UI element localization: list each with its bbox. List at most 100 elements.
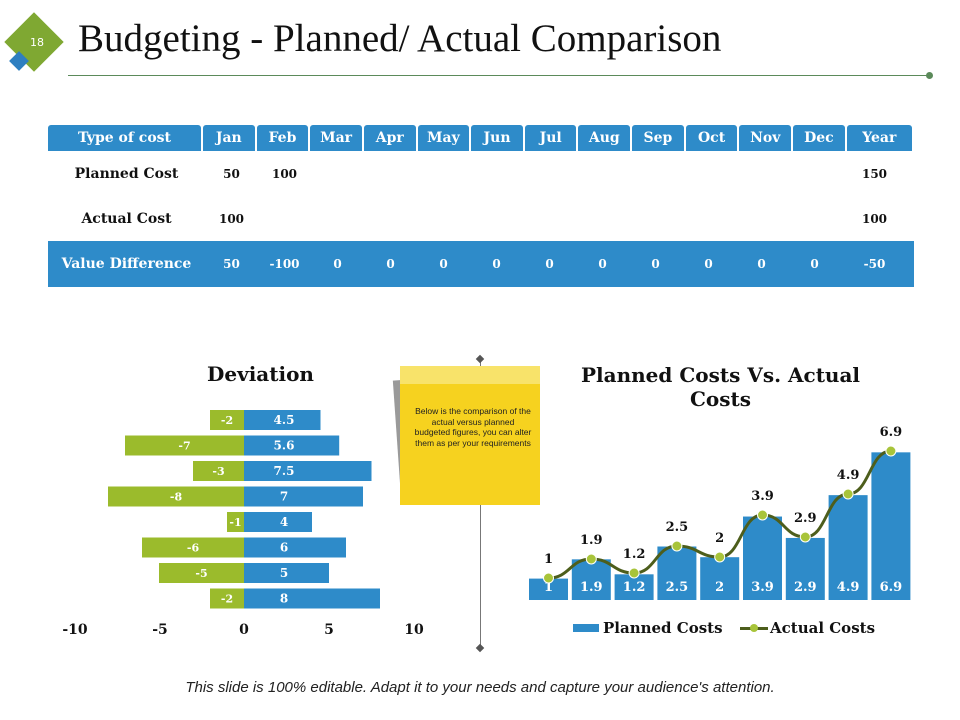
table-cell: 100 bbox=[218, 211, 245, 226]
deviation-label-positive: 4 bbox=[280, 515, 288, 529]
table-cell: -100 bbox=[269, 257, 300, 271]
col-header: Jun bbox=[471, 125, 523, 151]
x-tick: 10 bbox=[404, 622, 424, 638]
table-row-difference: Value Difference 50 -100 0 0 0 0 0 0 0 0… bbox=[48, 241, 914, 287]
deviation-label-negative: -2 bbox=[221, 593, 233, 606]
note-text: Below is the comparison of the actual ve… bbox=[414, 406, 532, 448]
actual-point-label: 2.9 bbox=[794, 511, 817, 526]
actual-point-label: 1.9 bbox=[580, 533, 603, 548]
deviation-label-positive: 5.6 bbox=[274, 439, 295, 453]
table-cell: 50 bbox=[223, 257, 240, 271]
sticky-note-tape bbox=[400, 366, 540, 384]
table-cell: 0 bbox=[439, 257, 448, 271]
pvac-title: Planned Costs Vs. Actual Costs bbox=[580, 363, 861, 411]
col-header: Apr bbox=[363, 125, 416, 151]
table-row-actual: Actual Cost 100 100 bbox=[48, 196, 914, 241]
actual-point bbox=[585, 553, 597, 565]
deviation-bar-positive bbox=[244, 588, 380, 609]
page-title: Budgeting - Planned/ Actual Comparison bbox=[78, 17, 722, 60]
sticky-note bbox=[400, 369, 540, 505]
planned-bar bbox=[700, 557, 740, 600]
planned-bar bbox=[871, 452, 911, 600]
deviation-bar-negative bbox=[125, 435, 244, 456]
legend-swatch-line bbox=[740, 622, 768, 634]
col-header: Oct bbox=[685, 125, 738, 151]
actual-point-label: 1.2 bbox=[623, 547, 646, 562]
actual-point-label: 1 bbox=[544, 552, 553, 567]
planned-bar-label: 6.9 bbox=[880, 580, 903, 595]
planned-bar bbox=[614, 574, 654, 600]
table-row-planned: Planned Cost 50 100 150 bbox=[48, 151, 914, 196]
table-header: Type of cost Jan Feb Mar Apr May Jun Jul… bbox=[48, 125, 914, 151]
planned-bar bbox=[529, 578, 568, 600]
x-tick: 5 bbox=[324, 622, 334, 638]
actual-point bbox=[628, 567, 640, 579]
deviation-bar-negative bbox=[142, 537, 244, 558]
table-cell: 100 bbox=[271, 166, 298, 181]
deviation-title: Deviation bbox=[207, 362, 314, 386]
divider-dot bbox=[926, 72, 933, 79]
actual-line bbox=[548, 449, 892, 580]
col-header: Type of cost bbox=[48, 125, 201, 151]
cost-table: Type of cost Jan Feb Mar Apr May Jun Jul… bbox=[48, 125, 914, 287]
deviation-label-positive: 7.5 bbox=[274, 464, 295, 478]
title-divider bbox=[68, 75, 930, 76]
table-cell: 50 bbox=[223, 166, 240, 181]
actual-point bbox=[543, 572, 554, 584]
x-tick: -10 bbox=[62, 622, 88, 638]
deviation-label-negative: -5 bbox=[195, 567, 207, 580]
row-label: Actual Cost bbox=[81, 210, 172, 227]
planned-bar-label: 1.2 bbox=[623, 580, 646, 595]
table-cell: 0 bbox=[545, 257, 554, 271]
actual-point bbox=[757, 509, 768, 521]
planned-bar bbox=[828, 495, 868, 600]
actual-point-label: 6.9 bbox=[880, 425, 903, 440]
deviation-bar-positive bbox=[244, 435, 340, 456]
deviation-bar-positive bbox=[244, 512, 312, 532]
actual-point bbox=[842, 488, 854, 500]
actual-point bbox=[714, 551, 726, 563]
deviation-label-negative: -3 bbox=[212, 465, 224, 478]
col-header: Dec bbox=[793, 125, 845, 151]
col-header: May bbox=[417, 125, 470, 151]
deviation-label-negative: -6 bbox=[187, 542, 200, 555]
deviation-bar-positive bbox=[244, 410, 321, 430]
col-header: Year bbox=[846, 125, 912, 151]
deviation-label-negative: -8 bbox=[170, 491, 183, 504]
table-cell: 0 bbox=[651, 257, 660, 271]
legend-label: Planned Costs bbox=[603, 619, 723, 637]
x-tick: -5 bbox=[152, 622, 168, 638]
planned-bar bbox=[657, 546, 697, 600]
planned-bar bbox=[743, 516, 782, 600]
planned-bar bbox=[785, 537, 825, 600]
table-cell-year: 150 bbox=[861, 166, 888, 181]
planned-bar-label: 2.5 bbox=[666, 580, 689, 595]
legend-actual: Actual Costs bbox=[740, 619, 875, 637]
table-cell: 0 bbox=[810, 257, 819, 271]
deviation-bar-negative bbox=[210, 588, 244, 609]
deviation-bar-positive bbox=[244, 537, 346, 558]
deviation-bar-positive bbox=[244, 563, 329, 583]
deviation-bar-negative bbox=[210, 410, 244, 430]
deviation-label-negative: -1 bbox=[229, 516, 241, 529]
col-header: Sep bbox=[632, 125, 684, 151]
slide-number: 18 bbox=[30, 36, 44, 49]
table-cell: 0 bbox=[333, 257, 342, 271]
legend-swatch-bar bbox=[573, 624, 599, 632]
x-tick: 0 bbox=[239, 622, 249, 638]
planned-bar-label: 1.9 bbox=[580, 580, 603, 595]
col-header: Mar bbox=[310, 125, 362, 151]
row-label: Planned Cost bbox=[74, 165, 179, 182]
col-header: Nov bbox=[739, 125, 792, 151]
deviation-bar-negative bbox=[108, 486, 244, 507]
deviation-label-positive: 7 bbox=[280, 490, 288, 504]
planned-bar-label: 2 bbox=[715, 580, 724, 595]
actual-point bbox=[799, 531, 811, 543]
actual-point bbox=[885, 445, 897, 457]
actual-point-label: 3.9 bbox=[751, 489, 774, 504]
deviation-label-negative: -7 bbox=[178, 440, 190, 453]
table-cell-year: 100 bbox=[861, 211, 888, 226]
deviation-bar-negative bbox=[227, 512, 244, 532]
